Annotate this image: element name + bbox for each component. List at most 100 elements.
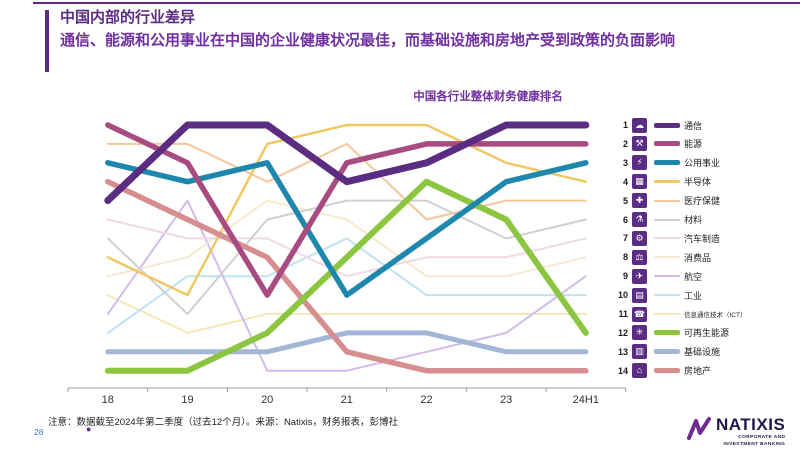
factory-icon: ▤ [632, 287, 647, 303]
legend-row: 13 ▥ 基础设施 [612, 343, 720, 360]
legend-row: 8 ⚖ 消费品 [612, 249, 711, 266]
legend-color-swatch [654, 313, 680, 315]
road-icon: ▥ [632, 344, 647, 360]
legend-color-swatch [654, 237, 680, 240]
legend-rank-number: 5 [622, 195, 628, 206]
series-line-factory [106, 237, 587, 334]
series-line-chip [106, 123, 587, 297]
x-tick-label: 24H1 [572, 394, 599, 406]
legend-rank-number: 2 [622, 138, 628, 149]
legend-color-swatch [654, 330, 680, 336]
shopping-cart-icon: ⚖ [632, 249, 647, 265]
page-bullet-icon: ● [86, 424, 92, 434]
car-icon: ⚙ [632, 230, 647, 246]
legend-row: 7 ⚙ 汽车制造 [612, 230, 720, 247]
legend-row: 4 ▦ 半导体 [612, 173, 711, 190]
legend-rank-number: 13 [617, 346, 628, 357]
legend-row: 5 ✚ 医疗保健 [612, 192, 720, 209]
legend-rank-number: 6 [622, 214, 628, 225]
series-line-power [105, 160, 589, 298]
legend-label: 能源 [684, 139, 703, 150]
natixis-logo: NATIXIS CORPORATE AND INVESTMENT BANKING [686, 416, 785, 449]
legend-label: 房地产 [684, 366, 712, 377]
power-icon: ⚡ [632, 155, 647, 171]
series-line-cloud [104, 121, 590, 205]
x-tick-label: 19 [181, 394, 194, 406]
cloud-icon: ☁ [632, 117, 647, 133]
legend-row: 3 ⚡ 公用事业 [612, 154, 720, 171]
x-tick-label: 18 [101, 394, 114, 406]
legend-color-swatch [654, 160, 680, 166]
legend-row: 12 ✳ 可再生能源 [612, 324, 729, 341]
legend-rank-number: 12 [617, 327, 628, 338]
logo-subtitle: CORPORATE AND INVESTMENT BANKING [723, 435, 786, 447]
legend-row: 9 ✈ 航空 [612, 268, 702, 285]
materials-icon: ⚗ [632, 212, 647, 227]
x-tick-label: 20 [261, 394, 274, 406]
legend-color-swatch [654, 122, 680, 128]
legend-label: 汽车制造 [684, 233, 721, 244]
legend-label: 可再生能源 [684, 328, 730, 339]
legend-color-swatch [654, 275, 680, 278]
x-tick-label: 23 [500, 394, 513, 406]
legend-color-swatch [654, 256, 680, 259]
series-line-tablet [106, 294, 587, 334]
legend-color-swatch [654, 368, 680, 374]
oil-pump-icon: ⚒ [632, 136, 647, 152]
page-subtitle: 通信、能源和公用事业在中国的企业健康状况最佳，而基础设施和房地产受到政策的负面影… [60, 32, 676, 49]
logo-text: NATIXIS CORPORATE AND INVESTMENT BANKING [716, 416, 785, 449]
legend-label: 公用事业 [684, 158, 721, 169]
x-tick-label: 21 [340, 394, 353, 406]
natixis-swoosh-icon [687, 417, 711, 440]
legend-label: 工业 [684, 290, 703, 301]
medical-kit-icon: ✚ [632, 193, 647, 209]
legend-row: 14 ⌂ 房地产 [612, 362, 711, 379]
legend-rank-number: 14 [617, 365, 628, 376]
airplane-icon: ✈ [632, 268, 647, 284]
series-line-materials [106, 199, 587, 315]
legend-row: 11 ☎ 信息通信技术（ICT） [612, 306, 746, 323]
series-line-medical-kit [106, 142, 587, 221]
legend-rank-number: 1 [622, 120, 628, 130]
legend-color-swatch [654, 218, 680, 221]
legend-rank-number: 9 [622, 271, 628, 282]
legend-color-swatch [654, 349, 680, 355]
legend-rank-number: 7 [622, 233, 628, 244]
tablet-icon: ☎ [632, 306, 647, 322]
wind-turbine-icon: ✳ [632, 325, 647, 341]
page-number: 28 [34, 427, 44, 437]
page-title: 中国内部的行业差异 [60, 9, 196, 26]
legend-label: 信息通信技术（ICT） [684, 312, 747, 319]
series-line-airplane [106, 199, 587, 372]
legend-label: 医疗保健 [684, 196, 721, 207]
legend-color-swatch [654, 199, 680, 202]
x-tick-label: 22 [420, 394, 433, 406]
legend-label: 消费品 [684, 252, 712, 263]
series-line-car [106, 218, 587, 278]
legend-color-swatch [654, 141, 680, 147]
legend-color-swatch [654, 180, 680, 183]
series-line-wind-turbine [104, 178, 589, 374]
top-divider [33, 2, 800, 4]
series-line-road [105, 330, 589, 355]
source-note: 注意：数据截至2024年第二季度（过去12个月）。来源：Natixis，财务报表… [48, 417, 398, 428]
title-accent-bar [45, 10, 49, 72]
building-icon: ⌂ [632, 363, 647, 379]
series-line-shopping-cart [106, 199, 587, 278]
chart-title: 中国各行业整体财务健康排名 [413, 91, 563, 103]
legend-rank-number: 8 [622, 252, 628, 263]
legend-label: 半导体 [684, 177, 712, 188]
legend-row: 6 ⚗ 材料 [612, 211, 702, 228]
legend-label: 航空 [684, 271, 703, 282]
legend-rank-number: 3 [622, 157, 628, 168]
legend-label: 基础设施 [684, 347, 721, 358]
legend-rank-number: 10 [617, 290, 628, 301]
legend-rank-number: 4 [622, 176, 628, 187]
legend-row: 1 ☁ 通信 [612, 117, 702, 134]
legend-row: 2 ⚒ 能源 [612, 135, 702, 152]
legend-label: 通信 [684, 120, 703, 131]
legend-label: 材料 [684, 215, 703, 225]
legend-color-swatch [654, 294, 680, 297]
